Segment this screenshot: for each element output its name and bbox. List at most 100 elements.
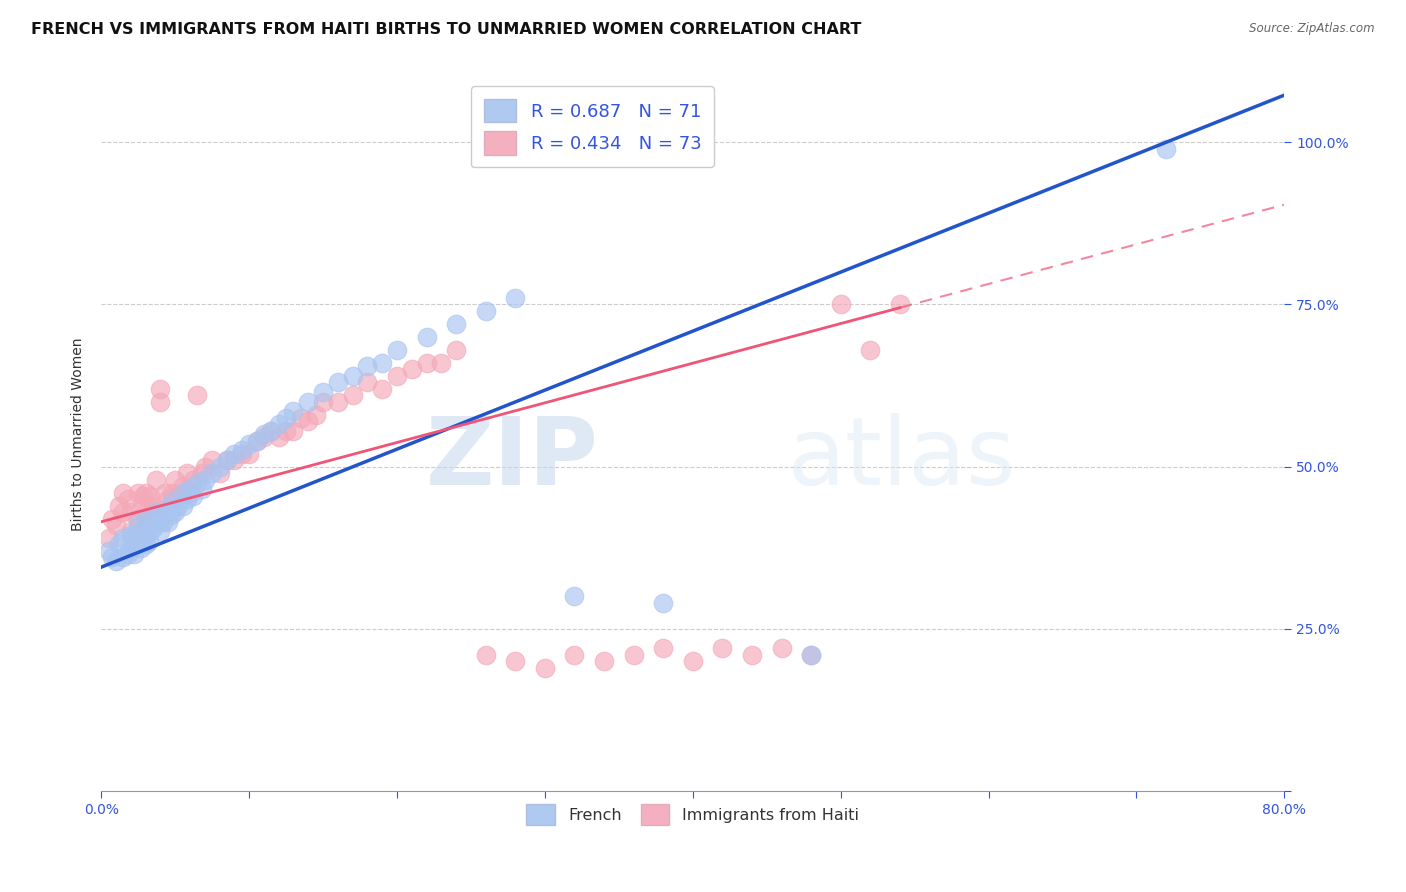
Point [139, 489, 162, 503]
Point [117, 491, 139, 506]
Legend: French, Immigrants from Haiti: French, Immigrants from Haiti [517, 795, 869, 834]
Point [623, 648, 645, 662]
Point [274, 424, 297, 438]
Point [253, 427, 276, 442]
Point [152, 515, 174, 529]
Point [138, 499, 160, 513]
Point [149, 511, 172, 525]
Point [160, 485, 183, 500]
Point [156, 501, 179, 516]
Point [176, 466, 198, 480]
Point [231, 447, 253, 461]
Point [474, 648, 496, 662]
Point [267, 430, 290, 444]
Point [172, 499, 194, 513]
Point [208, 466, 231, 480]
Point [127, 527, 149, 541]
Point [153, 485, 176, 500]
Point [149, 394, 172, 409]
Point [135, 511, 157, 525]
Point [186, 475, 208, 490]
Point [312, 384, 335, 399]
Point [305, 408, 328, 422]
Point [145, 515, 167, 529]
Point [142, 521, 165, 535]
Point [444, 343, 467, 357]
Point [342, 388, 364, 402]
Point [224, 453, 246, 467]
Point [129, 541, 152, 555]
Point [181, 489, 204, 503]
Point [800, 648, 823, 662]
Point [117, 547, 139, 561]
Point [194, 459, 217, 474]
Point [385, 343, 408, 357]
Point [194, 473, 217, 487]
Point [260, 424, 283, 438]
Point [238, 437, 260, 451]
Point [172, 485, 194, 500]
Point [105, 554, 128, 568]
Point [122, 547, 145, 561]
Point [179, 485, 201, 500]
Point [326, 394, 349, 409]
Point [415, 330, 437, 344]
Point [139, 524, 162, 539]
Point [711, 641, 734, 656]
Point [830, 297, 852, 311]
Point [156, 491, 179, 506]
Point [156, 515, 179, 529]
Point [112, 531, 135, 545]
Point [153, 505, 176, 519]
Point [135, 511, 157, 525]
Point [201, 466, 224, 480]
Point [112, 485, 135, 500]
Point [274, 411, 297, 425]
Point [652, 596, 675, 610]
Point [138, 534, 160, 549]
Point [186, 388, 208, 402]
Point [231, 443, 253, 458]
Point [120, 524, 142, 539]
Point [260, 424, 283, 438]
Text: ZIP: ZIP [425, 413, 598, 505]
Point [105, 518, 128, 533]
Point [253, 430, 276, 444]
Point [415, 356, 437, 370]
Text: FRENCH VS IMMIGRANTS FROM HAITI BIRTHS TO UNMARRIED WOMEN CORRELATION CHART: FRENCH VS IMMIGRANTS FROM HAITI BIRTHS T… [31, 22, 862, 37]
Point [215, 453, 238, 467]
Point [401, 362, 423, 376]
Point [127, 518, 149, 533]
Point [149, 524, 172, 539]
Point [283, 424, 305, 438]
Point [135, 485, 157, 500]
Point [356, 359, 378, 373]
Point [283, 404, 305, 418]
Point [297, 414, 319, 428]
Point [149, 382, 172, 396]
Point [245, 434, 267, 448]
Point [682, 654, 704, 668]
Point [100, 550, 122, 565]
Point [290, 411, 312, 425]
Point [385, 368, 408, 383]
Point [135, 527, 157, 541]
Point [167, 499, 190, 513]
Point [201, 453, 224, 467]
Point [120, 505, 142, 519]
Point [859, 343, 882, 357]
Point [145, 473, 167, 487]
Point [167, 489, 190, 503]
Point [245, 434, 267, 448]
Point [505, 291, 527, 305]
Point [371, 356, 394, 370]
Point [139, 515, 162, 529]
Point [342, 368, 364, 383]
Point [208, 459, 231, 474]
Point [176, 491, 198, 506]
Point [191, 466, 214, 480]
Point [371, 382, 394, 396]
Point [564, 648, 586, 662]
Point [127, 537, 149, 551]
Point [108, 499, 131, 513]
